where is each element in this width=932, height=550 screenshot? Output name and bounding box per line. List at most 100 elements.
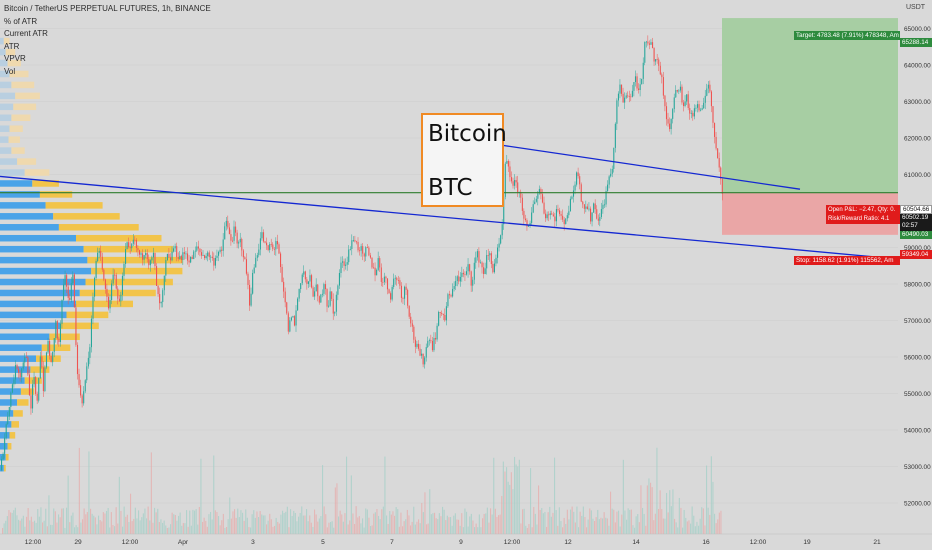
vp-up-bar — [0, 158, 18, 165]
candle-body — [520, 191, 522, 198]
vp-down-bar — [91, 267, 183, 275]
candle-body — [213, 258, 215, 266]
volume-bar — [197, 524, 199, 534]
candle-body — [249, 284, 251, 306]
candle-body — [321, 293, 323, 295]
indicator-vpvr[interactable]: VPVR — [4, 54, 26, 63]
vp-down-bar — [24, 169, 50, 176]
volume-bar — [51, 524, 53, 534]
indicator-atr[interactable]: ATR — [4, 41, 20, 51]
pnl-box[interactable]: Open P&L: −2.47, Qty: 0. Risk/Reward Rat… — [826, 205, 900, 224]
volume-bar — [557, 525, 559, 534]
vp-up-bar — [0, 169, 25, 176]
volume-bar — [346, 456, 348, 534]
candle-body — [693, 108, 695, 117]
volume-bar — [309, 515, 311, 534]
volume-bar — [34, 520, 36, 534]
vp-down-bar — [66, 311, 109, 319]
volume-bar — [640, 485, 642, 534]
volume-bar — [653, 520, 655, 534]
stop-label[interactable]: Stop: 1158.62 (1.91%) 115562, Am — [794, 256, 900, 265]
volume-bar — [374, 512, 376, 534]
candle-body — [368, 247, 370, 256]
candle-body — [427, 340, 429, 348]
candle-body — [365, 247, 367, 257]
candle-body — [647, 41, 649, 44]
candle-body — [352, 240, 354, 241]
volume-bar — [293, 510, 295, 534]
candle-body — [707, 84, 709, 89]
candle-body — [283, 281, 285, 292]
candle-body — [710, 91, 712, 107]
candle-body — [555, 209, 557, 222]
volume-bar — [10, 512, 12, 534]
volume-bar — [283, 512, 285, 534]
volume-bar — [171, 512, 173, 534]
volume-bar — [392, 511, 394, 534]
candle-body — [541, 194, 544, 203]
indicator-vol[interactable]: Vol — [4, 66, 16, 76]
axis-unit: USDT — [906, 4, 926, 11]
volume-bar — [94, 517, 96, 534]
candle-body — [193, 251, 195, 260]
vp-down-bar — [9, 70, 29, 78]
volume-bar — [526, 527, 528, 534]
volume-bar — [134, 507, 136, 534]
candle-body — [128, 242, 130, 248]
candle-body — [97, 252, 99, 261]
candle-body — [306, 279, 308, 284]
volume-bar — [29, 520, 31, 534]
candle-body — [400, 285, 402, 298]
candle-body — [47, 341, 49, 353]
candle-body — [103, 269, 105, 280]
time-tick-label: 21 — [873, 539, 881, 546]
volume-bar — [246, 517, 248, 534]
candle-body — [72, 274, 74, 284]
volume-bar — [314, 509, 316, 534]
volume-bar — [579, 511, 581, 534]
text-annotation[interactable]: Bitcoin BTC — [421, 113, 507, 207]
candle-body — [383, 276, 385, 283]
volume-bar — [699, 518, 701, 534]
volume-bar — [461, 513, 463, 534]
candle-body — [528, 225, 530, 227]
volume-bar — [253, 510, 255, 534]
candle-body — [704, 95, 706, 103]
price-axis[interactable]: 65000.00 64000.00 63000.00 62000.00 61000.00… — [898, 0, 932, 550]
candle-body — [320, 294, 322, 303]
volume-bar — [238, 517, 240, 534]
candle-body — [95, 260, 97, 278]
volume-bar — [250, 527, 252, 534]
time-axis[interactable]: 12:00 29 12:00 Apr 3 5 7 9 12:00 12 14 16 12:00 19 21 — [0, 533, 932, 550]
symbol-title[interactable]: Bitcoin / TetherUS PERPETUAL FUTURES, 1h… — [4, 4, 211, 13]
candle-body — [551, 213, 553, 215]
volume-bar — [269, 513, 271, 534]
volume-bar — [666, 492, 668, 534]
volume-bar — [240, 510, 242, 534]
candle-body — [101, 256, 103, 270]
volume-bar — [517, 466, 519, 534]
target-label[interactable]: Target: 4783.48 (7.91%) 478348, Am — [794, 31, 900, 40]
vp-down-bar — [17, 158, 37, 165]
indicator-current-atr[interactable]: Current ATR — [4, 29, 48, 38]
volume-bar — [418, 519, 420, 534]
volume-bar — [600, 517, 602, 534]
volume-bar — [325, 514, 327, 534]
volume-bar — [634, 527, 636, 534]
volume-bar — [280, 514, 282, 534]
indicator-pct-atr[interactable]: % of ATR — [4, 16, 38, 26]
volume-bar — [354, 523, 356, 534]
candle-body — [230, 234, 232, 241]
candle-body — [42, 367, 44, 392]
candle-body — [576, 172, 578, 185]
volume-bar — [406, 509, 408, 534]
volume-bar — [91, 513, 93, 534]
volume-bar — [242, 512, 244, 534]
volume-bar — [584, 517, 586, 534]
candle-body — [417, 343, 420, 349]
candle-body — [486, 255, 488, 269]
volume-bar — [82, 519, 84, 534]
candle-body — [627, 95, 629, 97]
volume-bar — [454, 513, 456, 534]
